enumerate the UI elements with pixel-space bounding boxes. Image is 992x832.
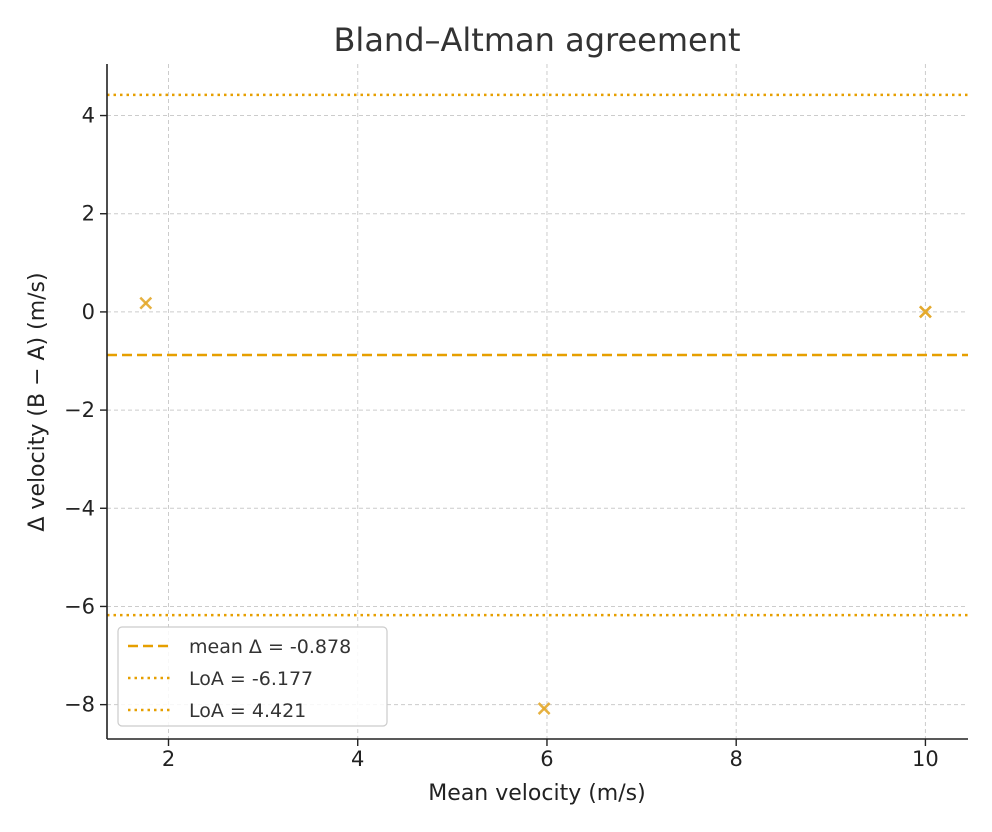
y-ticks: −8 −6 −4 −2 0 2 4 [64,104,107,717]
y-axis-label: Δ velocity (B − A) (m/s) [25,272,50,531]
x-ticks: 2 4 6 8 10 [162,739,939,771]
x-tick-label: 10 [912,747,939,771]
x-axis-label: Mean velocity (m/s) [428,781,645,806]
legend-label: LoA = -6.177 [189,668,313,690]
y-tick-label: −6 [64,594,95,618]
data-point [919,305,932,319]
y-tick-label: 0 [82,300,95,324]
legend-label: mean Δ = -0.878 [189,636,351,658]
x-tick-label: 6 [540,747,553,771]
data-points [139,296,932,715]
legend: mean Δ = -0.878 LoA = -6.177 LoA = 4.421 [117,626,388,727]
x-tick-label: 8 [730,747,743,771]
y-tick-label: 4 [82,104,95,128]
reference-lines [107,93,968,617]
y-tick-label: −8 [64,693,95,717]
y-tick-label: 2 [82,202,95,226]
chart-title: Bland–Altman agreement [333,21,740,59]
legend-box [117,626,388,727]
x-tick-label: 2 [162,747,175,771]
axes [106,64,968,740]
x-tick-label: 4 [351,747,364,771]
y-tick-label: −4 [64,496,95,520]
y-tick-label: −2 [64,398,95,422]
data-point [537,702,551,715]
legend-label: LoA = 4.421 [189,700,306,722]
data-point [139,296,153,310]
